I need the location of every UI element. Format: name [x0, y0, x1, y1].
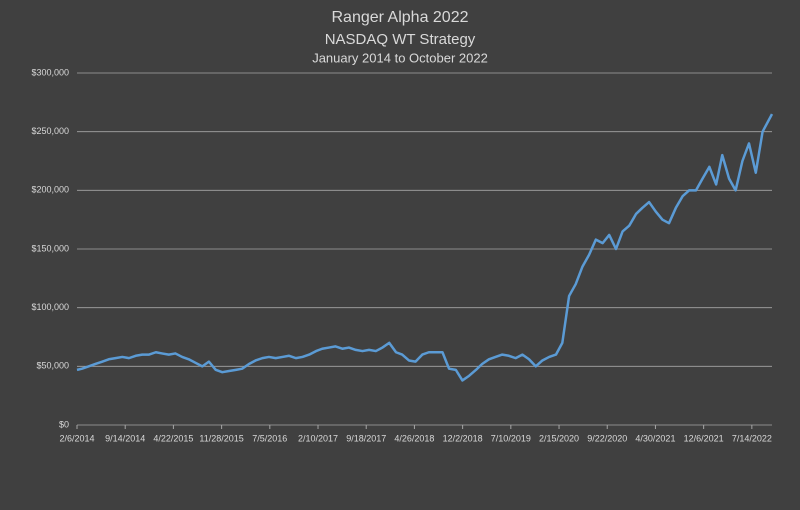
y-tick-label: $0 [59, 419, 69, 429]
x-tick-label: 7/5/2016 [252, 433, 287, 443]
x-tick-label: 2/10/2017 [298, 433, 338, 443]
x-tick-label: 2/15/2020 [539, 433, 579, 443]
date-range: January 2014 to October 2022 [312, 50, 488, 65]
x-tick-label: 9/18/2017 [346, 433, 386, 443]
x-tick-label: 4/26/2018 [394, 433, 434, 443]
x-tick-label: 11/28/2015 [199, 433, 243, 443]
y-tick-label: $200,000 [31, 185, 69, 195]
y-tick-label: $50,000 [36, 361, 69, 371]
y-tick-label: $300,000 [31, 67, 69, 77]
x-tick-label: 4/30/2021 [635, 433, 675, 443]
x-tick-label: 4/22/2015 [153, 433, 193, 443]
x-tick-label: 9/22/2020 [587, 433, 627, 443]
chart-subtitle: NASDAQ WT Strategy [325, 31, 476, 48]
x-tick-label: 7/14/2022 [732, 433, 772, 443]
x-tick-label: 9/14/2014 [105, 433, 145, 443]
chart-title: Ranger Alpha 2022 [332, 9, 469, 26]
line [76, 113, 774, 382]
x-tick-label: 2/6/2014 [59, 433, 94, 443]
x-tick-label: 7/10/2019 [491, 433, 531, 443]
x-tick-label: 12/2/2018 [443, 433, 483, 443]
y-tick-label: $150,000 [31, 243, 69, 253]
x-tick-label: 12/6/2021 [684, 433, 724, 443]
y-tick-label: $250,000 [31, 126, 69, 136]
y-tick-label: $100,000 [31, 302, 69, 312]
